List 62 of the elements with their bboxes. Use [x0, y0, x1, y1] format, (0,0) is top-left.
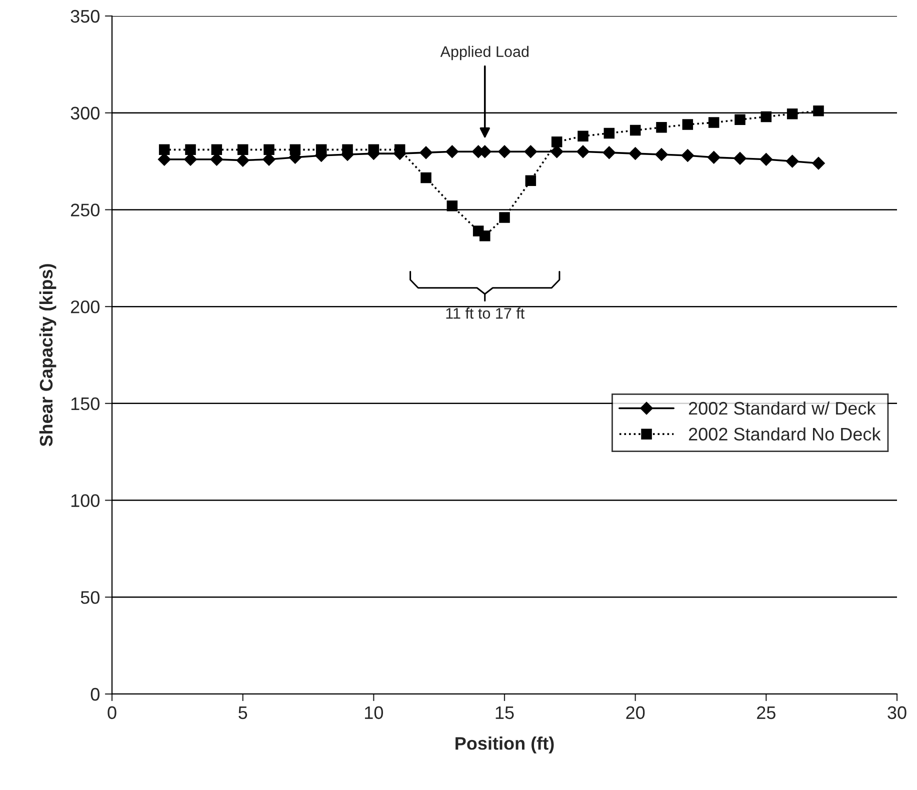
point	[290, 144, 301, 156]
y-tick-label: 150	[71, 397, 100, 410]
point	[420, 146, 432, 159]
x-tick-label: 5	[238, 706, 248, 720]
point	[681, 149, 694, 162]
x-tick-label: 10	[365, 706, 384, 720]
point	[707, 151, 720, 164]
point	[479, 230, 490, 242]
point	[734, 152, 746, 165]
point	[550, 145, 564, 158]
point	[760, 152, 773, 166]
point	[211, 144, 222, 156]
point	[420, 172, 432, 184]
x-tick-label: 20	[626, 706, 645, 720]
point	[316, 144, 327, 156]
point	[368, 144, 380, 156]
point	[446, 145, 459, 158]
point	[264, 144, 274, 156]
point	[394, 144, 406, 156]
annotation: Applied Load	[440, 46, 528, 60]
point	[604, 128, 615, 139]
y-tick-label: 350	[70, 10, 100, 23]
point	[602, 146, 616, 159]
y-tick-label: 0	[90, 688, 100, 701]
point	[498, 145, 511, 158]
point	[237, 144, 248, 156]
point	[525, 175, 536, 186]
x-axis-title: Position (ft)	[456, 736, 554, 754]
point	[786, 108, 798, 120]
point	[813, 106, 824, 116]
point	[786, 154, 799, 168]
legend-label: 2002 Standard No Deck	[688, 427, 881, 441]
point	[734, 114, 746, 126]
legend-label: 2002 Standard w/ Deck	[688, 401, 876, 415]
y-tick-label: 100	[71, 494, 100, 508]
point	[446, 200, 458, 212]
annotation: 11 ft to 17 ft	[446, 308, 525, 319]
y-tick-label: 50	[80, 591, 100, 604]
y-tick-label: 200	[70, 300, 100, 314]
point	[655, 148, 668, 161]
x-tick-label: 30	[888, 706, 906, 720]
point	[682, 119, 694, 130]
point	[628, 147, 642, 160]
x-tick-label: 0	[108, 706, 116, 720]
point	[812, 156, 825, 170]
point	[236, 154, 250, 167]
point	[551, 136, 562, 148]
y-tick-label: 300	[70, 106, 100, 120]
point	[708, 117, 720, 128]
point	[630, 124, 641, 136]
point	[524, 145, 538, 158]
point	[158, 144, 170, 156]
point	[656, 122, 667, 133]
point	[760, 111, 772, 122]
x-tick-label: 25	[757, 706, 776, 720]
point	[185, 144, 196, 156]
y-axis-title: Shear Capacity (kips)	[39, 264, 56, 446]
point	[576, 145, 590, 158]
point	[578, 130, 588, 142]
y-tick-label: 250	[70, 204, 100, 216]
point	[499, 212, 510, 223]
x-tick-label: 15	[496, 706, 514, 720]
